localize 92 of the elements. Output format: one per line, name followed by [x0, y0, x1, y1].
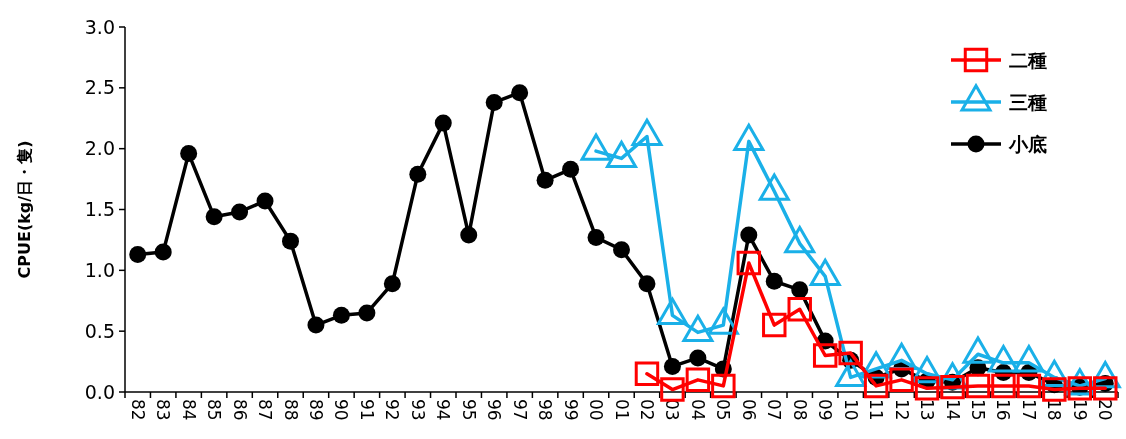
- x-tick-label: 97: [509, 399, 530, 421]
- point: [787, 297, 812, 322]
- x-tick-label: 93: [407, 399, 428, 421]
- y-tick-label: 0.5: [84, 319, 115, 342]
- point: [485, 93, 503, 111]
- point: [791, 281, 809, 299]
- point: [765, 272, 783, 290]
- y-tick-label: 2.0: [84, 137, 115, 160]
- point: [180, 145, 198, 163]
- point: [689, 349, 707, 367]
- point: [231, 203, 249, 221]
- x-tick-label: 99: [560, 399, 581, 421]
- x-tick-label: 10: [840, 399, 861, 421]
- x-tick-label: 13: [917, 399, 938, 421]
- point: [914, 376, 940, 401]
- point: [256, 192, 274, 210]
- y-tick-label: 1.5: [84, 198, 115, 221]
- legend-label: 三種: [1009, 90, 1047, 113]
- x-tick-label: 94: [433, 399, 454, 421]
- y-tick-label: 2.5: [84, 76, 115, 99]
- x-tick-label: 18: [1044, 399, 1065, 421]
- point: [409, 165, 427, 183]
- point: [663, 357, 681, 375]
- x-tick-label: 15: [968, 399, 989, 421]
- point: [383, 275, 401, 293]
- point: [205, 208, 223, 226]
- x-tick-label: 06: [738, 399, 759, 421]
- point: [685, 367, 711, 393]
- point: [358, 304, 376, 322]
- x-tick-label: 90: [331, 399, 352, 421]
- x-tick-label: 98: [535, 399, 556, 421]
- point: [282, 232, 299, 250]
- y-tick-label: 0.0: [84, 380, 115, 403]
- x-tick-label: 05: [713, 399, 734, 421]
- x-tick-label: 19: [1069, 399, 1090, 421]
- x-tick-label: 84: [178, 399, 199, 421]
- x-tick-label: 96: [484, 399, 505, 421]
- point: [536, 171, 554, 189]
- point: [812, 343, 838, 368]
- x-tick-label: 88: [280, 399, 301, 421]
- x-tick-label: 85: [204, 399, 225, 421]
- x-tick-label: 87: [255, 399, 276, 421]
- point: [332, 306, 350, 324]
- x-tick-label: 08: [789, 399, 810, 421]
- point: [634, 361, 660, 386]
- x-tick-label: 92: [382, 399, 403, 421]
- point: [562, 160, 580, 178]
- x-tick-label: 17: [1018, 399, 1039, 421]
- point: [460, 226, 478, 244]
- x-tick-label: 00: [586, 399, 607, 421]
- point: [736, 250, 762, 276]
- x-tick-label: 04: [687, 399, 708, 421]
- point: [660, 377, 685, 402]
- legend-label: 小底: [1008, 132, 1047, 155]
- x-tick-label: 89: [306, 399, 327, 421]
- x-tick-label: 12: [891, 399, 912, 421]
- point: [1093, 376, 1118, 401]
- point: [965, 373, 991, 399]
- x-tick-label: 14: [942, 399, 963, 421]
- x-tick-label: 95: [458, 399, 479, 421]
- x-tick-label: 02: [637, 399, 658, 421]
- point: [1016, 373, 1042, 399]
- y-tick-label: 1.0: [84, 258, 115, 281]
- x-tick-label: 82: [127, 399, 148, 421]
- point: [889, 367, 914, 393]
- point: [1042, 377, 1067, 402]
- point: [762, 312, 787, 338]
- x-tick-label: 91: [356, 399, 377, 421]
- point: [711, 373, 736, 399]
- x-tick-label: 01: [611, 399, 632, 421]
- point: [613, 241, 630, 259]
- x-tick-label: 11: [866, 399, 887, 421]
- point: [587, 229, 605, 246]
- point: [740, 226, 758, 244]
- point: [838, 340, 863, 366]
- x-tick-label: 20: [1095, 399, 1116, 421]
- point: [307, 316, 325, 334]
- point: [991, 373, 1016, 399]
- point: [511, 84, 529, 102]
- y-tick-label: 3.0: [84, 15, 115, 38]
- point: [154, 243, 172, 261]
- point: [863, 373, 889, 399]
- y-axis-title: CPUE(kg/日・隻): [15, 140, 34, 279]
- legend-label: 二種: [1009, 48, 1047, 71]
- x-tick-label: 86: [229, 399, 250, 421]
- x-tick-label: 16: [993, 399, 1014, 421]
- x-tick-label: 09: [815, 399, 836, 421]
- point: [434, 114, 452, 132]
- point: [638, 275, 656, 293]
- point: [129, 246, 147, 263]
- x-tick-label: 07: [764, 399, 785, 421]
- x-tick-label: 83: [153, 399, 174, 421]
